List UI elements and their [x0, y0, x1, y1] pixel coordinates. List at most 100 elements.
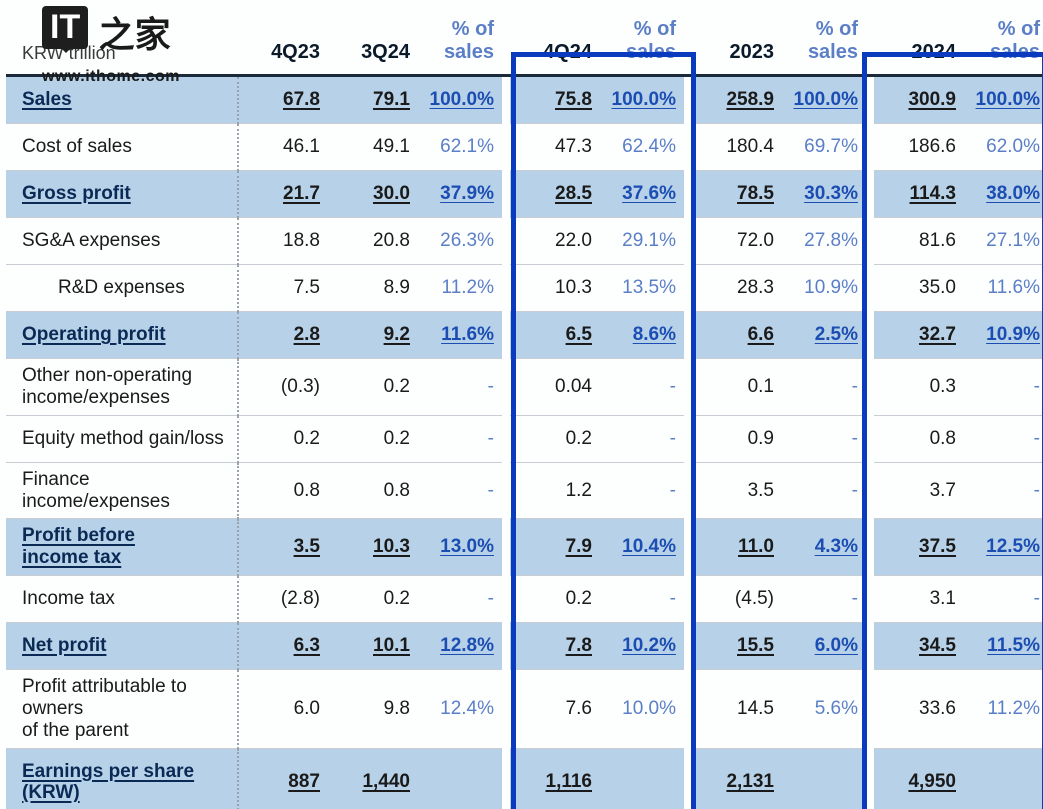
row-label: Sales	[6, 76, 238, 124]
pct-cell: 69.7%	[782, 124, 866, 171]
value-cell: 4,950	[874, 748, 964, 809]
row-equity_method: Equity method gain/loss0.20.2-0.2-0.9-0.…	[6, 415, 1043, 462]
pct-cell: 27.1%	[964, 218, 1043, 265]
row-label: Cost of sales	[6, 124, 238, 171]
value-cell: 6.3	[238, 623, 328, 670]
row-pbt: Profit beforeincome tax3.510.313.0%7.910…	[6, 519, 1043, 576]
value-cell: 0.8	[328, 462, 418, 519]
col-2024-pct: % of sales	[964, 4, 1043, 76]
value-cell: 28.3	[692, 265, 782, 312]
row-label: Operating profit	[6, 312, 238, 359]
row-other_nonop: Other non-operating income/expenses(0.3)…	[6, 359, 1043, 416]
row-label: R&D expenses	[6, 265, 238, 312]
value-cell: 81.6	[874, 218, 964, 265]
value-cell: 0.9	[692, 415, 782, 462]
pct-cell: -	[964, 576, 1043, 623]
value-cell: 3.7	[874, 462, 964, 519]
pct-cell: 11.6%	[964, 265, 1043, 312]
pct-cell: 4.3%	[782, 519, 866, 576]
pct-cell: 11.2%	[964, 670, 1043, 749]
pct-cell: 12.4%	[418, 670, 502, 749]
pct-cell	[782, 748, 866, 809]
pct-cell: -	[418, 576, 502, 623]
pct-cell: -	[600, 462, 684, 519]
value-cell: 258.9	[692, 76, 782, 124]
pct-cell: 27.8%	[782, 218, 866, 265]
value-cell: 78.5	[692, 171, 782, 218]
value-cell: 14.5	[692, 670, 782, 749]
value-cell: 35.0	[874, 265, 964, 312]
row-label: Income tax	[6, 576, 238, 623]
row-label: Earnings per share (KRW)	[6, 748, 238, 809]
pct-cell: 26.3%	[418, 218, 502, 265]
pct-cell: 12.5%	[964, 519, 1043, 576]
value-cell: 3.1	[874, 576, 964, 623]
value-cell: (4.5)	[692, 576, 782, 623]
pct-cell: 29.1%	[600, 218, 684, 265]
financial-table: KRW trillion 4Q23 3Q24 % of sales 4Q24 %…	[6, 4, 1043, 809]
pct-cell: 10.9%	[782, 265, 866, 312]
value-cell: 28.5	[510, 171, 600, 218]
value-cell: 180.4	[692, 124, 782, 171]
pct-cell: 8.6%	[600, 312, 684, 359]
value-cell: 1,116	[510, 748, 600, 809]
value-cell: 3.5	[238, 519, 328, 576]
value-cell: (2.8)	[238, 576, 328, 623]
pct-cell: 2.5%	[782, 312, 866, 359]
pct-cell: 10.9%	[964, 312, 1043, 359]
pct-cell: -	[418, 359, 502, 416]
pct-cell: 38.0%	[964, 171, 1043, 218]
value-cell: 22.0	[510, 218, 600, 265]
value-cell: 0.2	[510, 576, 600, 623]
col-4q24: 4Q24	[510, 4, 600, 76]
pct-cell: 100.0%	[782, 76, 866, 124]
row-label: SG&A expenses	[6, 218, 238, 265]
col-3q24: 3Q24	[328, 4, 418, 76]
value-cell: 7.8	[510, 623, 600, 670]
value-cell: 186.6	[874, 124, 964, 171]
value-cell: 6.5	[510, 312, 600, 359]
pct-cell: 10.0%	[600, 670, 684, 749]
value-cell: 67.8	[238, 76, 328, 124]
value-cell: 0.8	[238, 462, 328, 519]
row-label: Finance income/expenses	[6, 462, 238, 519]
page: { "watermark":{"logo":"IT","zh":"之家","ur…	[0, 0, 1043, 809]
row-label: Profit beforeincome tax	[6, 519, 238, 576]
col-2024: 2024	[874, 4, 964, 76]
row-label: Equity method gain/loss	[6, 415, 238, 462]
pct-cell: -	[782, 415, 866, 462]
value-cell: 0.2	[328, 359, 418, 416]
value-cell: 2.8	[238, 312, 328, 359]
row-net_profit: Net profit6.310.112.8%7.810.2%15.56.0%34…	[6, 623, 1043, 670]
value-cell: 6.6	[692, 312, 782, 359]
value-cell: 1.2	[510, 462, 600, 519]
value-cell: 8.9	[328, 265, 418, 312]
table-body: Sales67.879.1100.0%75.8100.0%258.9100.0%…	[6, 76, 1043, 809]
row-rnd: R&D expenses7.58.911.2%10.313.5%28.310.9…	[6, 265, 1043, 312]
pct-cell: 30.3%	[782, 171, 866, 218]
value-cell: 0.2	[328, 576, 418, 623]
value-cell: 33.6	[874, 670, 964, 749]
pct-cell: -	[600, 359, 684, 416]
row-income_tax: Income tax(2.8)0.2-0.2-(4.5)-3.1-	[6, 576, 1043, 623]
value-cell: 0.1	[692, 359, 782, 416]
pct-cell: -	[600, 576, 684, 623]
value-cell: 1,440	[328, 748, 418, 809]
value-cell: 0.3	[874, 359, 964, 416]
pct-cell: 100.0%	[964, 76, 1043, 124]
value-cell: 3.5	[692, 462, 782, 519]
pct-cell	[964, 748, 1043, 809]
table-header: KRW trillion 4Q23 3Q24 % of sales 4Q24 %…	[6, 4, 1043, 76]
row-gross_profit: Gross profit21.730.037.9%28.537.6%78.530…	[6, 171, 1043, 218]
row-op_profit: Operating profit2.89.211.6%6.58.6%6.62.5…	[6, 312, 1043, 359]
value-cell: 10.1	[328, 623, 418, 670]
row-sga: SG&A expenses18.820.826.3%22.029.1%72.02…	[6, 218, 1043, 265]
value-cell: 6.0	[238, 670, 328, 749]
value-cell: 0.2	[238, 415, 328, 462]
row-label: Gross profit	[6, 171, 238, 218]
value-cell: 0.2	[510, 415, 600, 462]
value-cell: 11.0	[692, 519, 782, 576]
pct-cell: 100.0%	[600, 76, 684, 124]
value-cell: 46.1	[238, 124, 328, 171]
pct-cell: 13.0%	[418, 519, 502, 576]
